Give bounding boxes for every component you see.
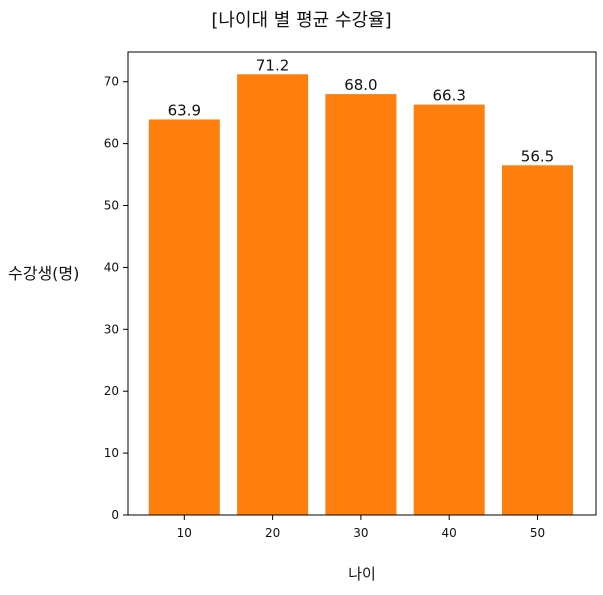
x-axis-label: 나이: [348, 565, 376, 583]
data-label: 56.5: [521, 147, 554, 165]
y-axis-label: 수강생(명): [8, 264, 80, 283]
x-tick-label: 20: [265, 526, 280, 540]
bar-20: [237, 74, 309, 516]
bar-30: [325, 94, 397, 515]
x-tick-label: 30: [353, 526, 368, 540]
chart-title: [나이대 별 평균 수강율]: [211, 10, 392, 31]
x-tick-label: 50: [530, 526, 545, 540]
y-tick-label: 10: [104, 446, 119, 460]
y-tick-label: 30: [104, 322, 119, 336]
y-tick-label: 70: [104, 75, 119, 89]
data-label: 68.0: [344, 76, 377, 94]
y-tick-label: 20: [104, 384, 119, 398]
x-tick-label: 10: [177, 526, 192, 540]
y-tick-label: 0: [111, 508, 119, 522]
y-tick-label: 40: [104, 260, 119, 274]
bar-50: [502, 165, 573, 516]
bar-10: [148, 119, 220, 516]
data-label: 63.9: [168, 101, 201, 119]
y-tick-label: 50: [104, 199, 119, 213]
plot-frame: [127, 51, 597, 516]
y-tick-label: 60: [104, 137, 119, 151]
data-label: 66.3: [432, 87, 465, 105]
bar-40: [413, 104, 485, 515]
x-tick-label: 40: [442, 526, 457, 540]
data-label: 71.2: [256, 56, 289, 74]
